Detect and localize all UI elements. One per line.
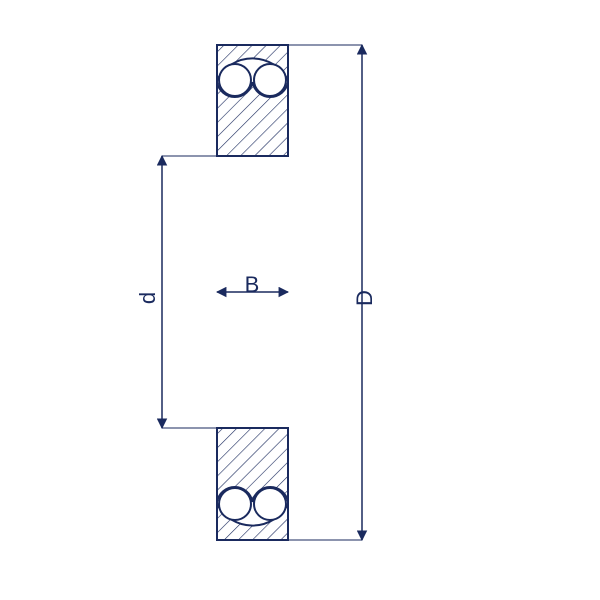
ball [254, 488, 286, 520]
bearing-diagram: Bd D [0, 0, 600, 600]
dim-D-label: D [352, 290, 377, 306]
diagram-svg: Bd D [0, 0, 600, 600]
ball [219, 488, 251, 520]
dim-d-label: d [135, 292, 160, 304]
ball [219, 64, 251, 96]
dim-B-label: B [245, 272, 260, 297]
ball [254, 64, 286, 96]
